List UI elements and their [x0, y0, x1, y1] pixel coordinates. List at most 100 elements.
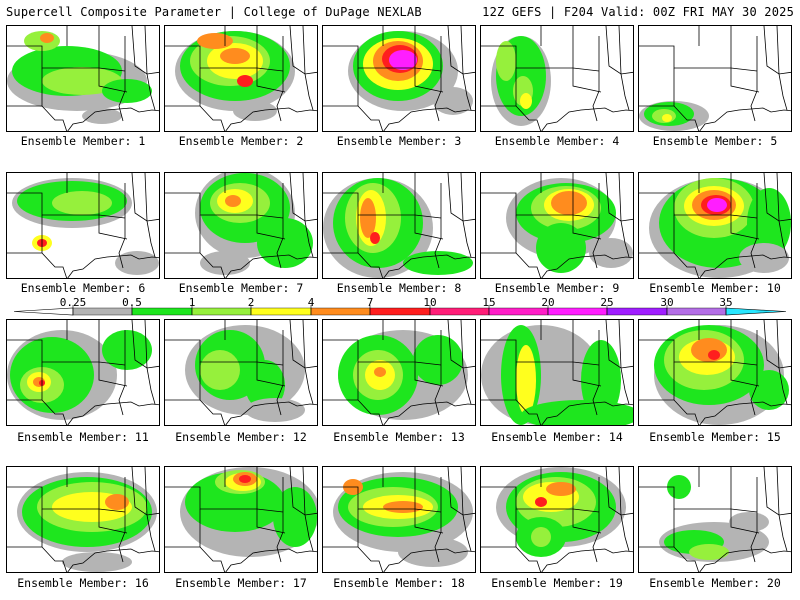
- boundary-line: [225, 548, 317, 572]
- state-boundaries: [165, 26, 317, 131]
- boundary-line: [776, 320, 780, 369]
- ensemble-member-label: Ensemble Member: 4: [494, 134, 620, 148]
- scp-field-map: [165, 173, 317, 278]
- ensemble-member-label: Ensemble Member: 17: [175, 576, 307, 590]
- boundary-line: [383, 107, 475, 131]
- state-boundaries: [323, 320, 475, 425]
- boundary-line: [447, 467, 475, 516]
- legend-color-swatch: [547, 307, 608, 316]
- scp-contour-region: [707, 198, 727, 212]
- scp-contour-region: [496, 41, 516, 81]
- boundary-line: [730, 215, 760, 240]
- boundary-line: [620, 367, 630, 405]
- boundary-line: [462, 73, 472, 111]
- scp-field-map: [481, 173, 633, 278]
- boundary-line: [434, 384, 442, 416]
- boundary-line: [778, 220, 788, 258]
- ensemble-member-map: [322, 25, 476, 132]
- scp-field-map: [639, 320, 791, 425]
- state-boundaries: [481, 173, 633, 278]
- ensemble-member-label: Ensemble Member: 14: [491, 430, 623, 444]
- boundary-line: [146, 514, 156, 552]
- boundary-line: [98, 215, 128, 240]
- model-run-info: 12Z GEFS | F204 Valid: 00Z FRI MAY 30 20…: [482, 5, 794, 19]
- boundary-line: [98, 68, 128, 93]
- boundary-line: [357, 399, 384, 425]
- ensemble-member-label: Ensemble Member: 12: [175, 430, 307, 444]
- boundary-line: [118, 384, 126, 416]
- legend-tick-label: 20: [541, 296, 554, 309]
- scp-contour-region: [225, 195, 241, 207]
- ensemble-member-map: [638, 25, 792, 132]
- scp-field-map: [7, 173, 159, 278]
- boundary-line: [605, 173, 633, 222]
- legend-tick-label: 25: [600, 296, 613, 309]
- boundary-line: [289, 26, 317, 75]
- ensemble-member-map: [322, 319, 476, 426]
- scp-contour-fill: [180, 467, 317, 557]
- boundary-line: [199, 399, 226, 425]
- boundary-line: [41, 399, 68, 425]
- boundary-line: [462, 367, 472, 405]
- legend-color-swatch: [429, 307, 490, 316]
- boundary-line: [620, 514, 630, 552]
- boundary-line: [639, 486, 758, 513]
- boundary-line: [541, 548, 633, 572]
- boundary-line: [605, 467, 633, 516]
- boundary-line: [750, 384, 758, 416]
- scp-contour-fill: [348, 31, 473, 115]
- boundary-line: [447, 173, 475, 222]
- ensemble-member-label: Ensemble Member: 16: [17, 576, 149, 590]
- boundary-line: [515, 399, 542, 425]
- boundary-line: [276, 90, 284, 122]
- boundary-line: [276, 237, 284, 269]
- boundary-line: [605, 26, 633, 75]
- boundary-line: [699, 107, 791, 131]
- scp-contour-fill: [175, 31, 295, 121]
- legend-color-swatch: [191, 307, 252, 316]
- scp-field-map: [7, 467, 159, 572]
- boundary-line: [541, 107, 633, 131]
- ensemble-member-label: Ensemble Member: 13: [333, 430, 465, 444]
- ensemble-member-map: [322, 466, 476, 573]
- legend-below-arrow: [13, 307, 74, 316]
- boundary-line: [763, 467, 791, 516]
- boundary-line: [67, 401, 159, 425]
- scp-field-map: [165, 467, 317, 572]
- boundary-line: [778, 73, 788, 111]
- scp-contour-region: [749, 370, 789, 410]
- scp-contour-fill: [649, 178, 791, 278]
- boundary-line: [572, 362, 602, 387]
- scp-contour-region: [200, 350, 240, 390]
- boundary-line: [750, 90, 758, 122]
- ensemble-member-map: [638, 319, 792, 426]
- ensemble-member-label: Ensemble Member: 8: [336, 281, 462, 295]
- state-boundaries: [481, 320, 633, 425]
- state-boundaries: [639, 173, 791, 278]
- scp-contour-region: [245, 398, 305, 422]
- boundary-line: [515, 105, 542, 131]
- boundary-line: [414, 362, 444, 387]
- ensemble-member-map: [6, 25, 160, 132]
- boundary-line: [776, 173, 780, 222]
- ensemble-member-map: [638, 172, 792, 279]
- boundary-line: [144, 467, 148, 516]
- ensemble-member-label: Ensemble Member: 3: [336, 134, 462, 148]
- legend-tick-label: 4: [308, 296, 315, 309]
- boundary-line: [515, 546, 542, 572]
- scp-field-map: [639, 467, 791, 572]
- boundary-line: [592, 384, 600, 416]
- boundary-line: [673, 546, 700, 572]
- boundary-line: [620, 220, 630, 258]
- ensemble-member-map: [480, 25, 634, 132]
- boundary-line: [460, 320, 464, 369]
- boundary-line: [414, 215, 444, 240]
- boundary-line: [302, 467, 306, 516]
- boundary-line: [763, 26, 791, 75]
- scp-contour-region: [689, 544, 729, 560]
- boundary-line: [460, 173, 464, 222]
- scp-contour-region: [536, 223, 586, 273]
- boundary-line: [639, 45, 758, 72]
- boundary-line: [434, 531, 442, 563]
- boundary-line: [618, 173, 622, 222]
